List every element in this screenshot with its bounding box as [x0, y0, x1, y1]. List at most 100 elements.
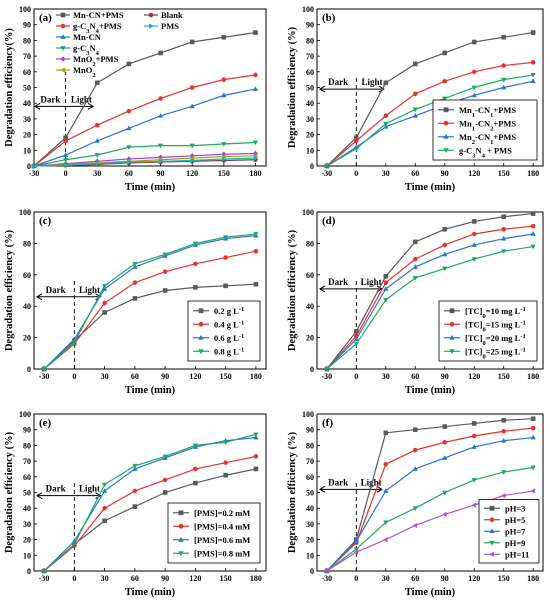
legend-marker-g-c3n4-pms [443, 148, 449, 154]
panel-label: (f) [322, 417, 333, 429]
x-tick-label: 180 [250, 372, 262, 381]
data-point-g-c3n4-pms [353, 146, 359, 152]
y-axis-title: Degradation efficiency (%) [287, 431, 298, 553]
x-tick-label: 60 [411, 574, 419, 583]
dark-arrow [34, 102, 66, 110]
y-tick-label: 30 [23, 520, 31, 529]
y-tick-label: 50 [23, 489, 31, 498]
panel-label: (d) [322, 215, 336, 227]
x-tick-label: 90 [441, 372, 449, 381]
data-point-0-2-g-l-1 [102, 310, 107, 315]
data-point-g-c3n4-pms [253, 72, 258, 78]
data-point-g-c3n4-pms [126, 108, 132, 114]
data-point-pms-0-2-mm [253, 466, 259, 472]
series-line-ph-11 [326, 490, 534, 572]
data-point-tc-0-25-mg-l-1 [383, 298, 389, 303]
series-line-0-8-g-l-1 [43, 233, 256, 370]
data-point-ph-9 [412, 506, 418, 512]
legend-marker-mno2 [60, 67, 65, 73]
x-tick-label: 30 [382, 169, 390, 178]
data-point-tc-0-10-mg-l-1 [530, 211, 536, 216]
series-line-pms-0-6-mm [43, 436, 256, 572]
x-tick-label: -30 [39, 372, 50, 381]
data-point-pms-0-4-mm [162, 477, 168, 483]
data-point-tc-0-15-mg-l-1 [442, 242, 448, 248]
y-tick-label: 30 [23, 115, 31, 124]
y-tick-label: 80 [306, 36, 314, 45]
data-point-ph-11 [382, 536, 388, 543]
legend-marker-ph-7 [489, 528, 495, 534]
data-point-pms-0-2-mm [162, 490, 168, 495]
data-point-pms-0-2-mm [102, 518, 107, 524]
x-tick-label: 120 [468, 169, 480, 178]
data-point-ph-11 [441, 511, 447, 518]
panel-label: (b) [322, 12, 336, 24]
y-tick-label: 80 [306, 239, 314, 248]
data-point-mn2-cn1-pms [471, 92, 477, 98]
series-line-pms-0-4-mm [43, 455, 257, 572]
data-point-tc-0-20-mg-l-1 [442, 251, 448, 257]
y-tick-label: 60 [23, 68, 31, 77]
data-point-0-4-g-l-1 [223, 255, 228, 260]
legend-marker-0-2-g-l-1 [198, 308, 204, 314]
legend-label-ph-9: pH=9 [505, 538, 525, 548]
dark-arrow [36, 492, 75, 500]
y-tick-label: 80 [23, 441, 31, 450]
legend-marker-mn1-cn1-pms [443, 107, 449, 113]
x-tick-label: 150 [220, 574, 232, 583]
data-point-mn1-cn2-pms [501, 63, 506, 68]
data-point-mn1-cn1-pms [442, 50, 448, 56]
x-tick-label: 60 [131, 372, 139, 381]
data-point-ph-11 [324, 568, 329, 574]
data-point-mn2-cn1-pms [412, 112, 418, 118]
series-line-0-6-g-l-1 [43, 234, 256, 370]
data-point-tc-0-10-mg-l-1 [471, 219, 477, 224]
data-point-mn-cn-pms [158, 50, 163, 56]
legend-marker-tc-0-10-mg-l-1 [449, 308, 455, 314]
chart-panel-b: -30 0 30 60 90 120 150 180 0 10 20 30 40 50 60 70 80 90 10… [287, 5, 544, 193]
series-line-tc-0-25-mg-l-1 [326, 245, 534, 370]
light-arrow [65, 102, 95, 110]
x-tick-label: 30 [93, 169, 101, 178]
legend-label-0-2-g-l-1: 0.2 g L-1 [214, 305, 244, 316]
chart-panel-d: -30 0 30 60 90 120 150 180 0 20 40 60 80 100 Time (min… [287, 208, 544, 396]
data-point-0-4-g-l-1 [132, 280, 138, 285]
data-point-0-2-g-l-1 [162, 288, 168, 293]
legend-marker-ph-3 [489, 505, 495, 511]
data-point-g-c3n4-pms [530, 73, 536, 78]
data-point-pms-0-4-mm [102, 505, 107, 511]
y-tick-label: 60 [23, 271, 31, 280]
data-point-ph-3 [471, 421, 477, 426]
y-tick-label: 90 [306, 21, 314, 30]
data-point-g-c3n4-pms [63, 138, 68, 144]
y-tick-label: 20 [23, 536, 31, 545]
data-point-ph-9 [471, 478, 477, 483]
series-line-mn-cn-pms [33, 31, 256, 167]
dark-label: Dark [328, 77, 348, 87]
data-point-pms-0-8-mm [132, 463, 138, 469]
x-tick-label: 0 [354, 169, 358, 178]
data-point-ph-11 [412, 522, 418, 529]
x-tick-label: 0 [72, 574, 76, 583]
data-point-pms [190, 157, 196, 164]
legend-label-tc-0-15-mg-l-1: [TC]0=15 mg L-1 [465, 319, 526, 333]
y-tick-label: 20 [23, 334, 31, 343]
data-point-pms-0-8-mm [192, 443, 199, 449]
legend-label-g-c3n4-pms: g-C3N4 + PMS [459, 145, 512, 159]
data-point-pms [253, 155, 259, 161]
x-tick-label: 90 [157, 169, 165, 178]
x-axis-title: Time (min) [125, 587, 176, 598]
y-tick-label: 10 [306, 146, 314, 155]
dark-arrow [36, 293, 75, 301]
y-tick-label: 50 [306, 84, 314, 93]
legend-marker-0-4-g-l-1 [198, 321, 204, 327]
y-tick-label: 60 [306, 271, 314, 280]
data-point-pms-0-4-mm [223, 460, 228, 465]
legend-marker-tc-0-25-mg-l-1 [449, 349, 455, 355]
data-point-g-c3n4-pms [501, 77, 507, 83]
legend-label-mno2-pms: MnO2+PMS [73, 54, 119, 68]
legend-marker-mn1-cn2-pms [443, 120, 449, 126]
data-point-pms [63, 162, 69, 168]
data-point-mn2-cn1-pms [501, 84, 507, 90]
panel-label: (c) [39, 215, 52, 227]
